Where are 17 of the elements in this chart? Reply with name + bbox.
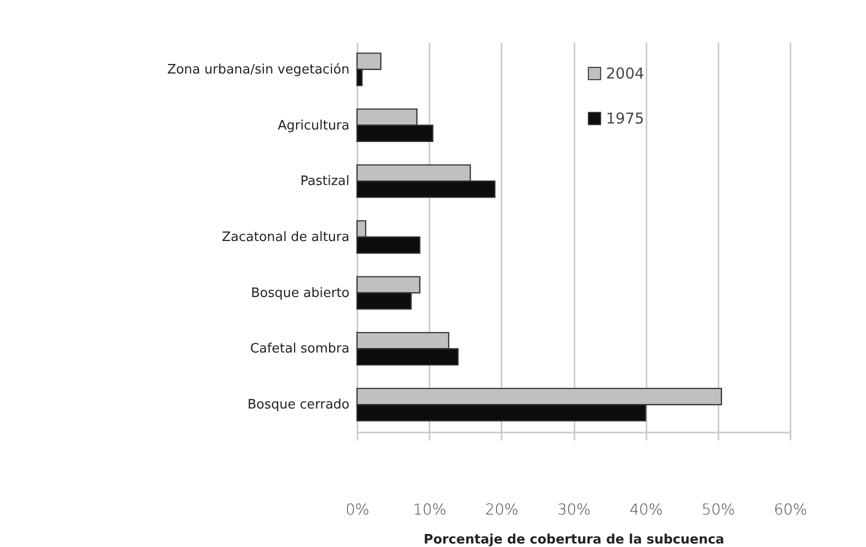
y-tick-label: Bosque cerrado [247, 398, 350, 413]
y-tick-label: Zacatonal de altura [222, 230, 350, 245]
y-tick-label: Zona urbana/sin vegetación [167, 62, 350, 78]
y-tick-label: Bosque abierto [251, 286, 350, 301]
y-tick-label: Agricultura [278, 118, 350, 134]
y-tick-label: Cafetal sombra [250, 342, 350, 357]
x-tick-label: 50% [702, 500, 736, 518]
x-tick-label: 40% [629, 500, 663, 518]
y-tick-label: Pastizal [300, 174, 350, 190]
x-tick-label: 10% [412, 500, 446, 518]
legend-label: 2004 [606, 64, 644, 82]
x-tick-label: 0% [346, 500, 370, 518]
x-tick-label: 20% [485, 500, 519, 518]
x-axis-title: Porcentaje de cobertura de la subcuenca [424, 532, 724, 547]
x-tick-label: 60% [774, 500, 808, 518]
legend-label: 1975 [606, 110, 644, 128]
x-tick-label: 30% [557, 500, 591, 518]
